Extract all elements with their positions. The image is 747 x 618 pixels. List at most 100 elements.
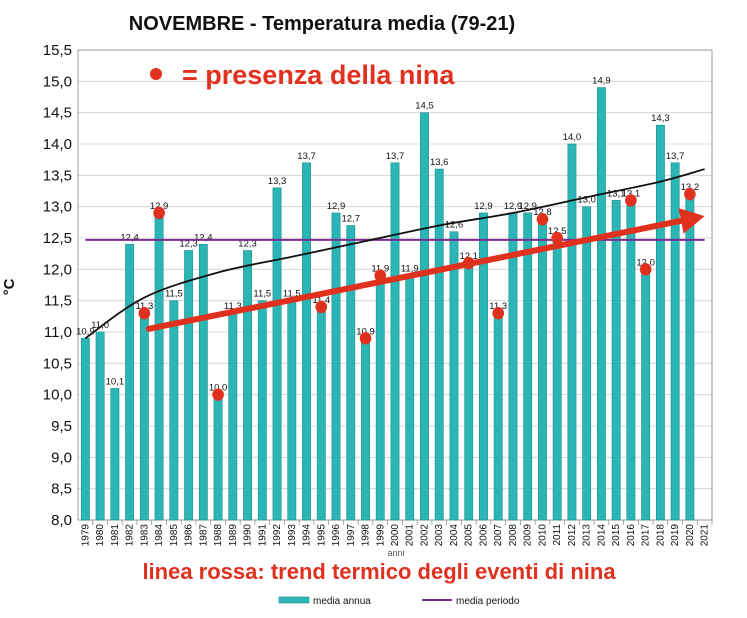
legend: media annua media periodo <box>278 596 520 607</box>
data-label-1999: 11,9 <box>371 264 389 275</box>
x-tick-label-2021: 2021 <box>700 524 711 547</box>
y-tick-label: 14,5 <box>43 105 72 122</box>
x-tick-label-2009: 2009 <box>523 524 534 547</box>
bar-2006 <box>479 212 488 521</box>
data-label-2013: 13,0 <box>577 195 596 206</box>
data-label-1996: 12,9 <box>327 201 346 212</box>
nina-marker-2011 <box>551 231 563 245</box>
x-tick-label-2019: 2019 <box>670 524 681 547</box>
x-tick-label-2016: 2016 <box>626 524 637 547</box>
legend-swatch-bar <box>278 596 310 604</box>
nina-trend-arrow <box>145 208 705 332</box>
data-label-1992: 13,3 <box>268 176 287 187</box>
bar-1987 <box>198 243 208 521</box>
x-tick-label-1988: 1988 <box>213 524 224 547</box>
legend-label-bar: media annua <box>313 596 371 607</box>
trend-curve <box>84 168 705 340</box>
data-label-2000: 13,7 <box>386 151 405 162</box>
x-tick-label-2000: 2000 <box>390 524 401 547</box>
data-label-2016: 13,1 <box>622 188 641 199</box>
y-tick-label: 10,0 <box>43 387 72 404</box>
x-tick-label-1999: 1999 <box>375 524 386 547</box>
y-tick-label: 12,5 <box>43 230 72 247</box>
data-label-1997: 12,7 <box>342 213 361 224</box>
data-label-2007: 11,3 <box>489 301 507 312</box>
data-label-1980: 11,0 <box>91 320 109 331</box>
data-label-1993: 11,5 <box>283 289 301 300</box>
data-label-1988: 10,0 <box>209 383 228 394</box>
x-tick-label-2017: 2017 <box>641 524 652 547</box>
data-label-1995: 11,4 <box>312 295 330 306</box>
bars <box>80 87 695 521</box>
nina-trend-line <box>145 217 685 332</box>
bar-1998 <box>361 337 370 521</box>
y-tick-label: 11,0 <box>44 324 72 341</box>
bar-2014 <box>596 87 606 521</box>
nina-marker-2016 <box>625 194 637 207</box>
bar-2019 <box>670 162 680 521</box>
x-tick-label-1983: 1983 <box>139 524 150 547</box>
data-label-1983: 11,3 <box>135 301 153 312</box>
bar-1988 <box>213 394 223 521</box>
nina-trend-arrowhead <box>678 208 705 234</box>
data-label-1990: 12,3 <box>238 239 257 250</box>
bar-2009 <box>523 212 533 521</box>
bar-2013 <box>582 206 592 521</box>
data-label-2008: 12,9 <box>504 201 523 212</box>
bar-1990 <box>243 250 252 521</box>
y-tick-label: 13,0 <box>43 199 72 216</box>
bar-1986 <box>184 250 194 521</box>
data-label-1981: 10,1 <box>106 376 125 387</box>
nina-marker-1998 <box>359 332 372 345</box>
nina-marker-2020 <box>684 187 696 201</box>
bar-1982 <box>125 243 135 521</box>
data-label-2012: 14,0 <box>563 132 582 143</box>
x-axis-ticks: 1979 1980 1981 1982 1983 1984 1985 1986 1987 1988… <box>80 520 713 547</box>
bar-1981 <box>110 388 120 521</box>
data-label-1989: 11,3 <box>224 301 242 312</box>
data-label-2017: 12,0 <box>636 257 655 268</box>
data-labels: 10,911,010,112,411,312,911,512,312,410,0… <box>76 76 699 394</box>
nina-marker-1983 <box>138 307 151 320</box>
bar-2016 <box>626 200 636 521</box>
data-label-2006: 12,9 <box>474 201 493 212</box>
nina-markers <box>138 187 696 401</box>
x-tick-label-2015: 2015 <box>611 524 622 547</box>
nina-marker-1995 <box>315 300 328 314</box>
x-tick-label-1979: 1979 <box>80 524 91 547</box>
x-tick-label-2020: 2020 <box>685 524 696 547</box>
bar-1996 <box>331 212 341 521</box>
y-tick-label: 13,5 <box>43 167 72 184</box>
data-label-1986: 12,3 <box>179 239 198 250</box>
nina-marker-2007 <box>492 307 505 320</box>
x-tick-label-1998: 1998 <box>361 524 372 547</box>
bar-1989 <box>228 312 238 521</box>
x-tick-label-2007: 2007 <box>493 524 504 547</box>
y-tick-label: 9,0 <box>51 449 72 466</box>
chart-title: NOVEMBRE - Temperatura media (79-21) <box>129 13 515 35</box>
y-tick-label: 8,0 <box>51 512 72 529</box>
y-tick-label: 11,5 <box>44 293 72 310</box>
x-tick-label-2006: 2006 <box>478 524 489 547</box>
x-tick-label-1992: 1992 <box>272 524 283 547</box>
y-tick-label: 8,5 <box>51 481 72 498</box>
data-label-1982: 12,4 <box>120 232 139 243</box>
x-tick-label-1994: 1994 <box>302 524 313 547</box>
data-label-1994: 13,7 <box>297 151 316 162</box>
bar-2001 <box>405 275 415 521</box>
data-label-2005: 12,1 <box>459 251 478 262</box>
bar-2017 <box>641 269 651 521</box>
bar-2011 <box>552 237 562 521</box>
nina-marker-2017 <box>639 263 652 276</box>
y-tick-label: 14,0 <box>43 136 72 153</box>
bar-2003 <box>434 168 444 521</box>
nina-key-text: = presenza della nina <box>182 60 455 90</box>
x-tick-label-1986: 1986 <box>184 524 195 547</box>
x-tick-label-1997: 1997 <box>346 524 357 547</box>
bar-2008 <box>508 212 518 521</box>
x-tick-label-1990: 1990 <box>243 524 254 547</box>
x-axis-label: anni <box>387 548 404 558</box>
data-label-1984: 12,9 <box>150 201 169 212</box>
bar-1995 <box>316 306 326 521</box>
data-label-2003: 13,6 <box>430 157 449 168</box>
